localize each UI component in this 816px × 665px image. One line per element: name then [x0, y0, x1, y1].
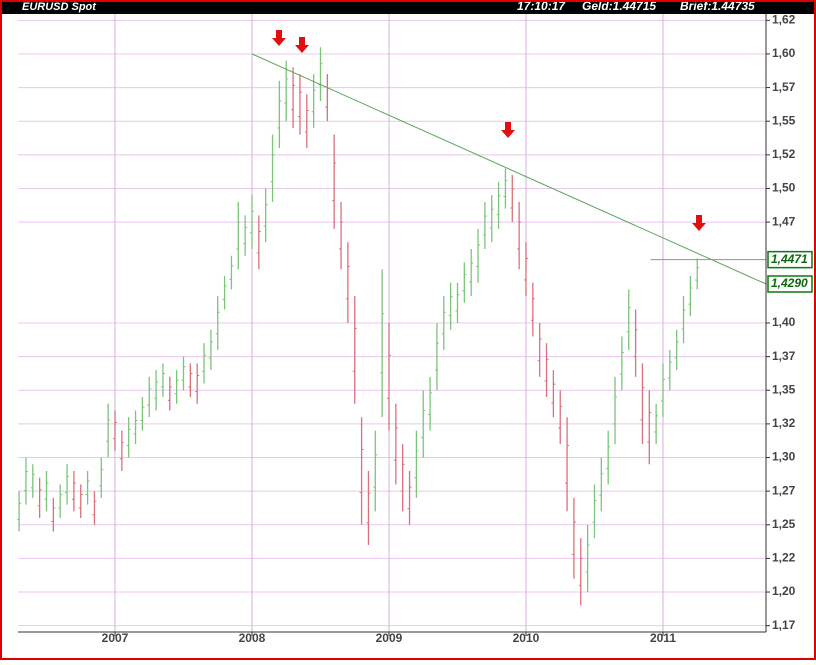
y-tick-label: 1,22	[772, 551, 796, 565]
arrow	[295, 37, 309, 53]
x-tick-label: 2008	[239, 631, 266, 645]
quote-bid: Geld:1.44715	[582, 0, 656, 13]
arrow	[272, 30, 286, 46]
x-tick-label: 2011	[650, 631, 676, 645]
y-tick-label: 1,40	[772, 315, 796, 329]
y-tick-label: 1,30	[772, 450, 796, 464]
y-tick-label: 1,50	[772, 181, 796, 195]
price-label: 1,4290	[771, 276, 808, 290]
y-tick-label: 1,47	[772, 214, 796, 228]
y-tick-label: 1,37	[772, 349, 796, 363]
plot: 1,17 1,20 1,22 1,25 1,27 1,30 1,32 1,35 1,37 1,40…	[17, 12, 813, 645]
trendline	[251, 53, 767, 285]
y-tick-label: 1,17	[772, 618, 796, 632]
y-tick-label: 1,55	[772, 113, 796, 127]
y-tick-label: 1,32	[772, 416, 796, 430]
y-tick-label: 1,57	[772, 80, 796, 94]
chart-title: EURUSD Spot	[22, 1, 97, 13]
price-label-box	[767, 250, 813, 269]
quote-time: 17:10:17	[517, 0, 566, 13]
header-bar	[0, 0, 816, 14]
price-label: 1,4471	[771, 252, 808, 266]
arrows	[272, 30, 706, 231]
y-tick-label: 1,25	[772, 517, 796, 531]
y-tick-label: 1,35	[772, 382, 796, 396]
price-label-box	[767, 275, 813, 293]
quote-ask: Brief:1.44735	[680, 0, 755, 13]
x-tick-label: 2009	[376, 631, 403, 645]
y-tick-label: 1,27	[772, 483, 796, 497]
x-tick-label: 2010	[513, 631, 540, 645]
y-tick-label: 1,52	[772, 147, 796, 161]
y-tick-label: 1,62	[772, 12, 796, 26]
arrow	[692, 215, 706, 231]
y-tick-label: 1,60	[772, 46, 796, 60]
arrow	[501, 122, 515, 138]
x-tick-label: 2007	[102, 631, 129, 645]
y-tick-label: 1,20	[772, 584, 796, 598]
